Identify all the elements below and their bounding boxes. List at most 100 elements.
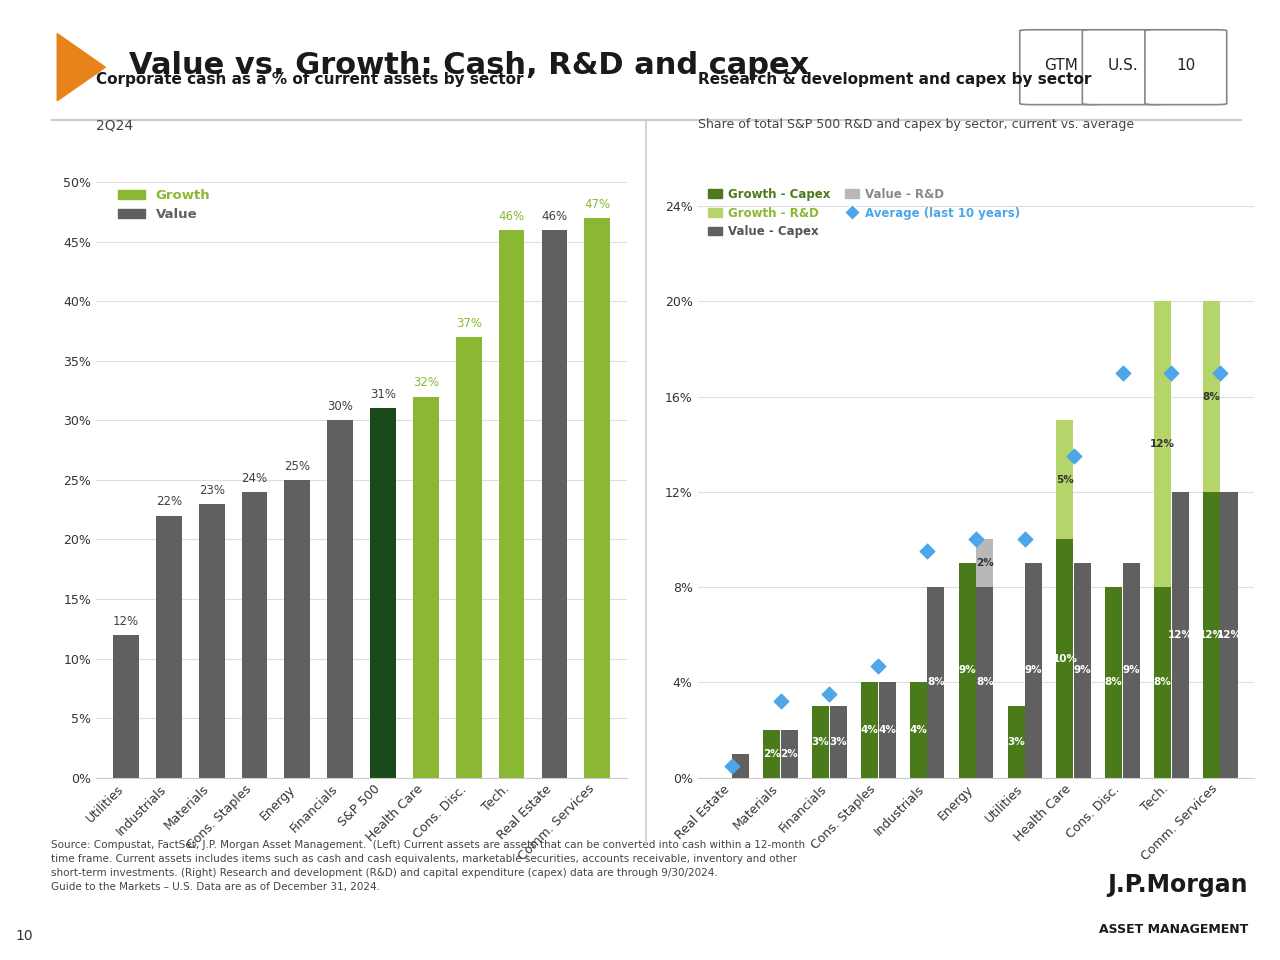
Bar: [156, 516, 182, 778]
Text: 46%: 46%: [498, 209, 525, 223]
Bar: [370, 408, 396, 778]
Bar: [910, 683, 927, 778]
Text: 8%: 8%: [1105, 678, 1123, 687]
FancyBboxPatch shape: [1144, 30, 1226, 105]
Point: [868, 658, 888, 673]
Bar: [328, 420, 353, 778]
Text: 9%: 9%: [1074, 665, 1092, 676]
Text: ASSET MANAGEMENT: ASSET MANAGEMENT: [1098, 923, 1248, 936]
Point: [819, 686, 840, 702]
Bar: [861, 683, 878, 778]
Text: 10: 10: [1176, 58, 1196, 73]
Bar: [284, 480, 310, 778]
Bar: [732, 754, 749, 778]
Text: 22%: 22%: [156, 495, 182, 509]
Text: 3%: 3%: [1007, 737, 1025, 747]
Polygon shape: [58, 34, 105, 101]
Text: 30%: 30%: [328, 400, 353, 413]
Text: 4%: 4%: [860, 725, 878, 735]
Text: 12%: 12%: [1199, 630, 1224, 639]
Text: 9%: 9%: [959, 665, 977, 676]
Text: Share of total S&P 500 R&D and capex by sector, current vs. average: Share of total S&P 500 R&D and capex by …: [698, 118, 1134, 132]
Point: [1112, 365, 1133, 380]
Text: 23%: 23%: [198, 484, 225, 496]
Text: GTM: GTM: [1043, 58, 1078, 73]
Point: [771, 694, 791, 709]
Bar: [763, 730, 781, 778]
Text: 5%: 5%: [1056, 475, 1074, 485]
Text: 9%: 9%: [1123, 665, 1140, 676]
Text: 3%: 3%: [829, 737, 847, 747]
Bar: [1203, 301, 1220, 492]
Bar: [1203, 492, 1220, 778]
Bar: [1123, 564, 1140, 778]
Text: 12%: 12%: [113, 614, 140, 628]
FancyBboxPatch shape: [1020, 30, 1102, 105]
Text: J.P.Morgan: J.P.Morgan: [1107, 874, 1248, 897]
Bar: [977, 540, 993, 588]
Bar: [977, 588, 993, 778]
Point: [1064, 448, 1084, 464]
Text: 47%: 47%: [584, 198, 611, 211]
Text: 24%: 24%: [242, 471, 268, 485]
Bar: [499, 229, 525, 778]
Point: [916, 543, 937, 559]
Text: 10%: 10%: [1052, 654, 1078, 663]
Bar: [1105, 588, 1123, 778]
Point: [722, 758, 742, 774]
Legend: Growth - Capex, Growth - R&D, Value - Capex, Value - R&D, Average (last 10 years: Growth - Capex, Growth - R&D, Value - Ca…: [704, 182, 1025, 243]
Bar: [1056, 540, 1074, 778]
Text: 25%: 25%: [284, 460, 310, 472]
Bar: [928, 588, 945, 778]
Text: 4%: 4%: [909, 725, 927, 735]
Bar: [1155, 301, 1171, 588]
Bar: [1220, 492, 1238, 778]
Bar: [113, 635, 138, 778]
Text: 3%: 3%: [812, 737, 829, 747]
Text: 12%: 12%: [1167, 630, 1193, 639]
Point: [966, 532, 987, 547]
Point: [1161, 365, 1181, 380]
Text: U.S.: U.S.: [1108, 58, 1139, 73]
Text: 9%: 9%: [1025, 665, 1042, 676]
Text: 2%: 2%: [975, 559, 993, 568]
Bar: [781, 730, 797, 778]
Text: 8%: 8%: [1202, 392, 1220, 401]
Text: 46%: 46%: [541, 209, 567, 223]
Bar: [1155, 588, 1171, 778]
Bar: [829, 707, 847, 778]
Bar: [1074, 564, 1091, 778]
Bar: [585, 218, 611, 778]
Text: 10: 10: [15, 929, 33, 943]
Text: Corporate cash as a % of current assets by sector: Corporate cash as a % of current assets …: [96, 72, 524, 86]
Text: 12%: 12%: [1149, 439, 1175, 449]
Point: [1210, 365, 1230, 380]
Bar: [242, 492, 268, 778]
Bar: [959, 564, 975, 778]
Text: Research & development and capex by sector: Research & development and capex by sect…: [698, 72, 1091, 86]
Bar: [1171, 492, 1189, 778]
Legend: Growth, Value: Growth, Value: [113, 183, 215, 227]
Text: 32%: 32%: [413, 376, 439, 390]
Bar: [541, 229, 567, 778]
Bar: [1007, 707, 1024, 778]
Text: 31%: 31%: [370, 388, 396, 401]
Text: 2Q24: 2Q24: [96, 118, 133, 132]
Point: [1015, 532, 1036, 547]
Text: 4%: 4%: [878, 725, 896, 735]
Text: Source: Compustat, FactSet, J.P. Morgan Asset Management.  (Left) Current assets: Source: Compustat, FactSet, J.P. Morgan …: [51, 840, 805, 892]
Text: 12%: 12%: [1216, 630, 1242, 639]
Bar: [1025, 564, 1042, 778]
Text: 8%: 8%: [975, 678, 993, 687]
Text: 2%: 2%: [781, 749, 799, 758]
Bar: [413, 396, 439, 778]
Bar: [456, 337, 481, 778]
Text: 8%: 8%: [1153, 678, 1171, 687]
Text: 37%: 37%: [456, 317, 481, 330]
Text: 8%: 8%: [927, 678, 945, 687]
Bar: [1056, 420, 1074, 540]
Text: Equities: Equities: [17, 445, 32, 515]
Bar: [878, 683, 896, 778]
Text: Value vs. Growth: Cash, R&D and capex: Value vs. Growth: Cash, R&D and capex: [129, 51, 810, 80]
Bar: [198, 504, 224, 778]
